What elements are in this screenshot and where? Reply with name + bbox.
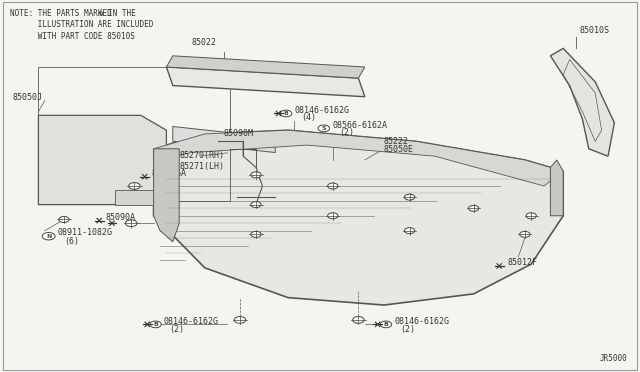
Text: NOTE: THE PARTS MARKED: NOTE: THE PARTS MARKED	[10, 9, 111, 18]
Text: (2): (2)	[400, 325, 415, 334]
Circle shape	[280, 110, 292, 117]
Circle shape	[251, 231, 261, 237]
Text: S: S	[321, 126, 326, 131]
Text: B: B	[153, 322, 158, 327]
Text: 08146-6162G: 08146-6162G	[294, 106, 349, 115]
Polygon shape	[154, 130, 563, 186]
Circle shape	[404, 228, 415, 234]
Circle shape	[125, 220, 137, 227]
Text: 08911-1082G: 08911-1082G	[58, 228, 113, 237]
Text: 85270(RH): 85270(RH)	[179, 151, 224, 160]
Text: 85090M: 85090M	[224, 129, 254, 138]
Text: (2): (2)	[339, 128, 354, 137]
Polygon shape	[166, 56, 365, 78]
Text: 85050E: 85050E	[384, 145, 414, 154]
Circle shape	[404, 194, 415, 200]
Polygon shape	[154, 149, 179, 242]
Polygon shape	[550, 48, 614, 156]
Text: 85012F: 85012F	[508, 258, 538, 267]
Text: (4): (4)	[301, 113, 316, 122]
Text: 08146-6162G: 08146-6162G	[164, 317, 219, 326]
Text: ILLUSTRATION ARE INCLUDED: ILLUSTRATION ARE INCLUDED	[10, 20, 153, 29]
Circle shape	[353, 317, 364, 323]
Text: JR5000: JR5000	[600, 354, 627, 363]
Text: 85050J: 85050J	[13, 93, 43, 102]
Text: 08146-6162G: 08146-6162G	[394, 317, 449, 326]
Polygon shape	[550, 160, 563, 216]
Polygon shape	[38, 115, 166, 205]
Circle shape	[318, 125, 330, 132]
Text: 08566-6162A: 08566-6162A	[333, 121, 388, 129]
Text: 85022: 85022	[192, 38, 217, 46]
Circle shape	[328, 183, 338, 189]
Circle shape	[150, 321, 161, 328]
Text: 85271(LH): 85271(LH)	[179, 162, 224, 171]
Circle shape	[234, 317, 246, 323]
Circle shape	[520, 231, 530, 237]
Text: 85222: 85222	[384, 137, 409, 146]
Text: N: N	[46, 234, 51, 239]
Circle shape	[59, 217, 69, 222]
Text: B: B	[383, 322, 388, 327]
Circle shape	[328, 213, 338, 219]
Circle shape	[251, 172, 261, 178]
Text: B: B	[284, 111, 289, 116]
Text: (6): (6)	[64, 237, 79, 246]
Polygon shape	[115, 190, 154, 205]
Circle shape	[526, 213, 536, 219]
Circle shape	[42, 232, 55, 240]
Polygon shape	[173, 126, 275, 153]
Text: WITH PART CODE 85010S: WITH PART CODE 85010S	[10, 32, 134, 41]
Circle shape	[129, 183, 140, 189]
Text: ✿: ✿	[99, 9, 104, 18]
Circle shape	[468, 205, 479, 211]
Polygon shape	[166, 67, 365, 97]
Text: (2): (2)	[170, 325, 184, 334]
Text: 85090A: 85090A	[106, 213, 136, 222]
Text: 85206GA: 85206GA	[151, 169, 186, 178]
Text: 85010S: 85010S	[579, 26, 609, 35]
Text: IN THE: IN THE	[108, 9, 135, 18]
Polygon shape	[154, 130, 563, 305]
Circle shape	[380, 321, 392, 328]
Circle shape	[251, 202, 261, 208]
